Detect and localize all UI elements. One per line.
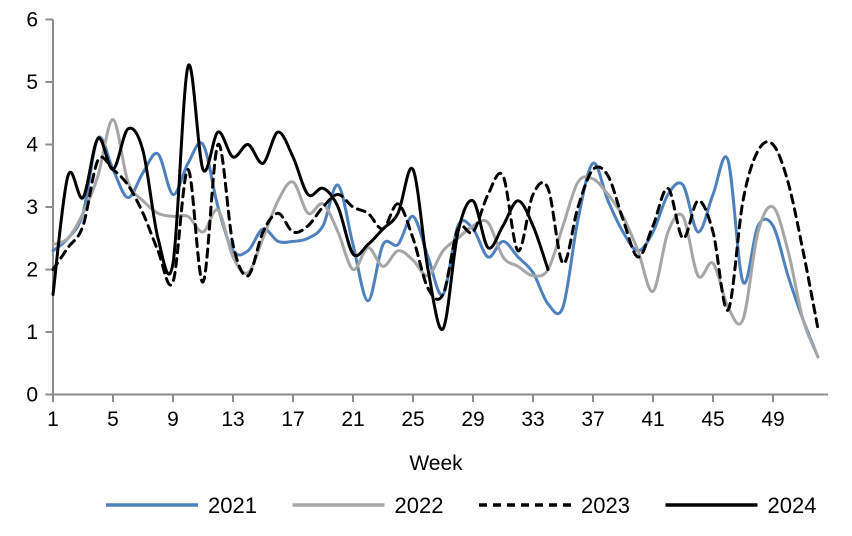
y-tick-label: 3 <box>26 196 38 219</box>
x-tick-label: 9 <box>167 408 179 431</box>
x-tick-label: 49 <box>761 408 784 431</box>
series-line-2022 <box>51 117 820 359</box>
y-tick-label: 5 <box>26 71 38 94</box>
legend-label-2024: 2024 <box>768 493 817 518</box>
chart-legend: 2021 2022 2023 2024 <box>106 493 816 518</box>
x-tick-label: 41 <box>641 408 664 431</box>
legend-item-2022: 2022 <box>292 493 444 518</box>
y-tick-label: 1 <box>26 321 38 344</box>
x-tick-label: 33 <box>521 408 544 431</box>
y-tick-label: 6 <box>26 9 38 32</box>
legend-item-2024: 2024 <box>665 493 817 518</box>
series-layer <box>51 63 820 359</box>
x-tick-label: 5 <box>107 408 119 431</box>
legend-item-2021: 2021 <box>106 493 257 518</box>
legend-label-2022: 2022 <box>395 493 444 518</box>
y-tick-label: 4 <box>26 134 38 157</box>
axis-lines <box>52 19 828 396</box>
x-tick-label: 29 <box>461 408 484 431</box>
x-tick-label: 13 <box>221 408 244 431</box>
legend-item-2023: 2023 <box>479 493 630 518</box>
x-tick-label: 37 <box>581 408 604 431</box>
x-axis-title: Week <box>409 452 463 475</box>
y-tick-label: 0 <box>26 384 38 407</box>
series-line-2021 <box>51 135 820 359</box>
legend-label-2023: 2023 <box>581 493 630 518</box>
legend-label-2021: 2021 <box>208 493 257 518</box>
x-tick-label: 45 <box>701 408 724 431</box>
y-tick-label: 2 <box>26 259 38 282</box>
x-tick-label: 21 <box>341 408 364 431</box>
x-tick-label: 25 <box>401 408 424 431</box>
series-line-2023 <box>51 140 820 331</box>
series-line-2024 <box>51 63 550 331</box>
x-tick-label: 17 <box>281 408 304 431</box>
x-tick-label: 1 <box>47 408 59 431</box>
